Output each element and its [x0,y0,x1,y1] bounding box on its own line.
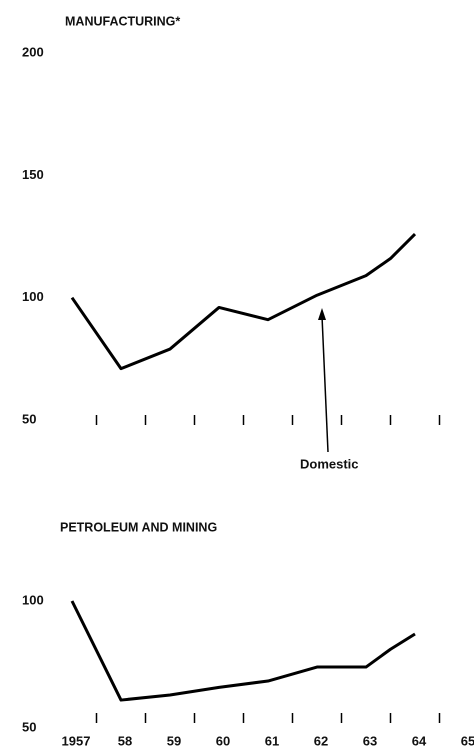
x-tick-label: 60 [216,733,230,748]
x-tick-label: 62 [314,733,328,748]
x-tick-label: 61 [265,733,279,748]
y-tick-label: 100 [22,592,44,607]
x-tick-label: 1957 [62,733,91,748]
x-tick-label: 64 [412,733,427,748]
x-tick-label: 58 [118,733,132,748]
y-tick-label: 50 [22,411,36,426]
chart-title: MANUFACTURING* [65,14,180,28]
x-tick-label: 59 [167,733,181,748]
line [70,600,416,702]
y-tick-label: 200 [22,44,44,59]
arrow-head [318,308,326,320]
chart-title: PETROLEUM AND MINING [60,520,217,534]
x-tick-label: 63 [363,733,377,748]
line [70,232,417,371]
y-tick-label: 150 [22,167,44,182]
y-tick-label: 100 [22,289,44,304]
annotation-arrow [321,315,329,453]
y-tick-label: 50 [22,719,36,734]
annotation: Domestic [300,456,359,471]
x-tick-label: 65 [461,733,474,748]
